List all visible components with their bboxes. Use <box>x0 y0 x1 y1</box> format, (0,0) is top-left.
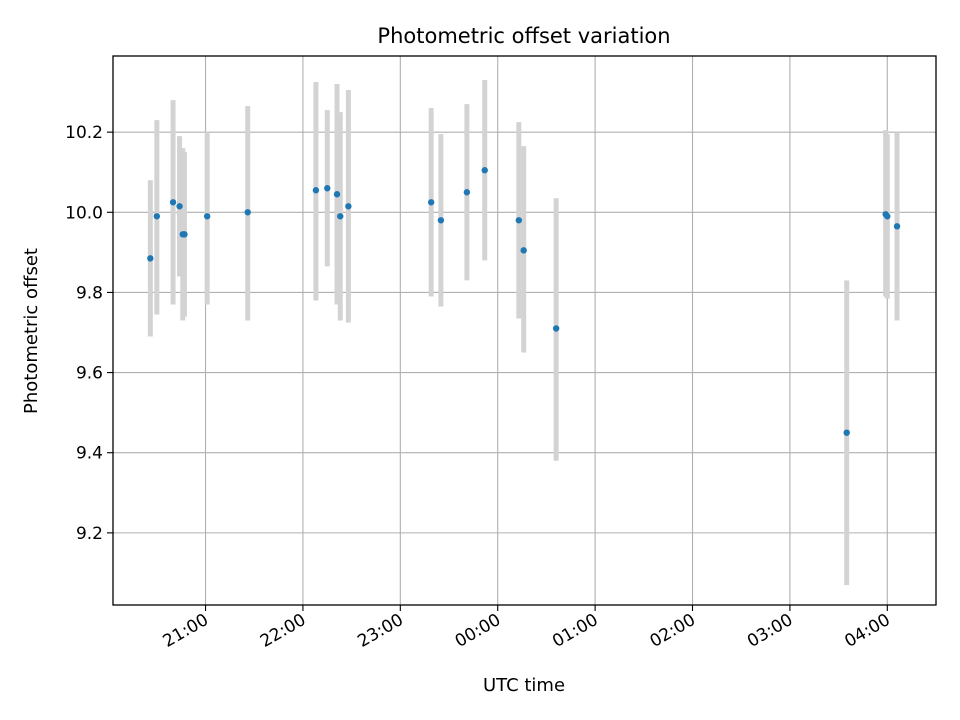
data-point <box>176 203 183 210</box>
data-point <box>312 187 320 194</box>
chart-title: Photometric offset variation <box>377 24 670 48</box>
data-point <box>181 231 188 238</box>
data-point <box>515 217 523 224</box>
y-tick-label: 9.6 <box>76 364 103 384</box>
data-point <box>437 217 445 224</box>
data-points-layer <box>147 167 901 436</box>
data-point <box>893 223 901 230</box>
data-point <box>463 189 471 196</box>
data-point <box>337 213 344 220</box>
data-point <box>884 213 891 220</box>
data-point <box>520 247 527 254</box>
data-point <box>552 325 560 332</box>
data-point <box>427 199 435 206</box>
data-point <box>153 213 161 220</box>
plot-area-frame <box>112 55 937 606</box>
y-axis-title: Photometric offset <box>21 248 42 414</box>
y-tick-label: 10.2 <box>65 123 103 143</box>
data-point <box>203 213 211 220</box>
y-tick-label: 9.8 <box>76 283 103 303</box>
y-tick-label: 10.0 <box>65 203 103 223</box>
data-point <box>843 429 850 436</box>
y-tick-label: 9.2 <box>76 524 103 544</box>
data-point <box>324 185 331 192</box>
data-point <box>147 255 154 262</box>
data-point <box>333 191 341 198</box>
data-point <box>481 167 488 174</box>
y-tick-label: 9.4 <box>76 444 103 464</box>
data-point <box>169 199 177 206</box>
data-point <box>345 203 352 210</box>
data-point <box>244 209 251 216</box>
x-axis-title: UTC time <box>483 675 565 696</box>
